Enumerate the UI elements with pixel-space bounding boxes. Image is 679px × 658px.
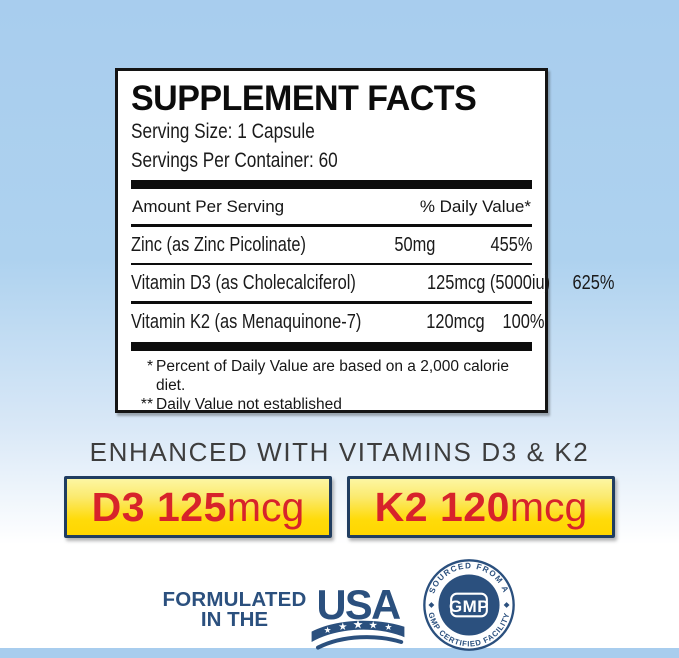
formulated-line1: FORMULATED <box>162 588 307 611</box>
flag-wave-band <box>312 620 405 642</box>
gmp-center-text: GMP <box>450 597 490 616</box>
panel-title: SUPPLEMENT FACTS <box>131 79 477 119</box>
nutrient-amount: 120mcg <box>426 309 485 333</box>
table-row: Vitamin D3 (as Cholecalciferol) 125mcg (… <box>131 265 614 301</box>
divider-line <box>131 301 532 304</box>
star-icon: ★ <box>339 621 348 633</box>
k2-dosage-unit: mcg <box>509 483 588 530</box>
k2-dosage-value: K2 120 <box>374 483 510 530</box>
usa-text: USA <box>317 581 401 628</box>
divider-thick-bottom <box>131 341 532 351</box>
gmp-inner-disc <box>438 574 501 636</box>
footnotes: * Percent of Daily Value are based on a … <box>131 351 532 414</box>
divider-line <box>131 262 532 266</box>
dosage-badges-row: D3 125 mcg K2 120 mcg <box>0 476 679 538</box>
serving-size-text: Serving Size: 1 Capsule <box>131 120 315 144</box>
nutrient-daily-value: 100% <box>502 309 545 333</box>
table-header-row: Amount Per Serving % Daily Value* <box>131 189 532 224</box>
column-header-daily-value: % Daily Value* <box>419 197 531 217</box>
star-icon: ★ <box>385 623 393 633</box>
bottom-logos-row: FORMULATED IN THE USA ★ ★ ★ ★ ★ GMP <box>0 556 679 658</box>
table-row: Vitamin K2 (as Menaquinone-7) 120mcg 100… <box>131 304 544 340</box>
gmp-badge-icon: GMP SOURCED FROM A GMP CERTIFIED FACILIT… <box>423 559 516 651</box>
k2-dosage-badge: K2 120 mcg <box>347 476 615 538</box>
nutrient-daily-value: 625% <box>572 271 615 295</box>
footnote-line: ** Daily Value not established <box>131 395 532 414</box>
star-icon: ★ <box>369 619 378 631</box>
supplement-facts-panel: SUPPLEMENT FACTS Serving Size: 1 Capsule… <box>115 68 614 414</box>
d3-dosage-value: D3 125 <box>91 483 227 530</box>
footnote-text: Daily Value not established <box>156 395 342 413</box>
nutrient-name: Zinc (as Zinc Picolinate) <box>131 232 306 256</box>
flag-stars: ★ ★ ★ ★ ★ <box>324 617 393 636</box>
usa-flag-icon: USA ★ ★ ★ ★ ★ <box>312 581 405 650</box>
divider-thick-top <box>131 180 532 190</box>
nutrient-name: Vitamin K2 (as Menaquinone-7) <box>131 309 362 333</box>
gmp-center-frame <box>450 592 489 618</box>
table-row: Zinc (as Zinc Picolinate) 50mg 455% <box>131 227 532 263</box>
formulated-in-the-label: FORMULATED IN THE <box>162 588 307 631</box>
nutrient-amount: 125mcg (5000iu) <box>427 271 551 295</box>
footnote-marker: * <box>146 357 153 375</box>
nutrient-daily-value: 455% <box>490 232 532 256</box>
gmp-right-diamond-icon <box>504 602 511 608</box>
formulated-line2: IN THE <box>200 608 269 631</box>
footnote-line: * Percent of Daily Value are based on a … <box>131 357 532 395</box>
divider-line <box>131 224 532 227</box>
d3-dosage-badge: D3 125 mcg <box>64 476 332 538</box>
footnote-text: Percent of Daily Value are based on a 2,… <box>156 357 509 394</box>
nutrient-name: Vitamin D3 (as Cholecalciferol) <box>131 271 356 295</box>
servings-per-container-text: Servings Per Container: 60 <box>131 149 338 173</box>
column-header-amount: Amount Per Serving <box>132 197 285 217</box>
gmp-left-diamond-icon <box>428 602 435 608</box>
flag-wave-line <box>316 635 404 650</box>
star-icon: ★ <box>353 617 364 631</box>
d3-dosage-unit: mcg <box>226 483 305 530</box>
nutrient-amount: 50mg <box>394 232 436 256</box>
footnote-marker: ** <box>140 395 153 413</box>
enhanced-heading: ENHANCED WITH VITAMINS D3 & K2 <box>89 437 590 467</box>
star-icon: ★ <box>324 626 332 636</box>
